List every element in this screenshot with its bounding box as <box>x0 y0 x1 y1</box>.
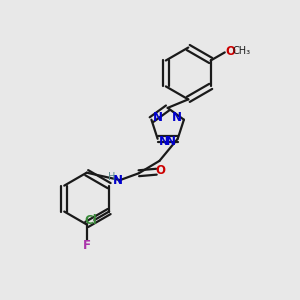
Text: O: O <box>156 164 166 177</box>
Text: H: H <box>107 172 115 182</box>
Text: N: N <box>153 111 163 124</box>
Text: Cl: Cl <box>84 214 97 227</box>
Text: N: N <box>158 135 169 148</box>
Text: F: F <box>83 238 91 252</box>
Text: N: N <box>172 111 182 124</box>
Text: N: N <box>113 174 123 187</box>
Text: N: N <box>166 135 176 148</box>
Text: O: O <box>225 45 235 58</box>
Text: CH₃: CH₃ <box>233 46 251 56</box>
